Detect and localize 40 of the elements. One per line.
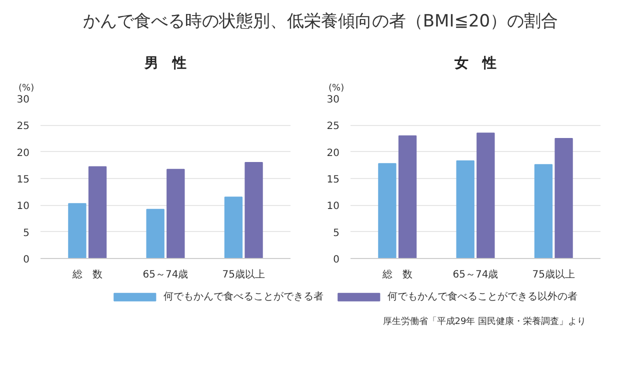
y-tick-label: 0 — [23, 254, 30, 266]
bar — [456, 160, 474, 258]
bar — [166, 168, 185, 258]
y-tick-label: 10 — [326, 201, 340, 212]
y-tick-label: 15 — [326, 174, 340, 186]
bar — [554, 138, 573, 258]
bar — [476, 132, 495, 258]
y-tick-label: 30 — [16, 94, 30, 106]
text: 厚生労働省「平成29年 国民健康・栄養調査」より — [382, 316, 586, 327]
x-tick-label: 65～74歳 — [452, 268, 498, 280]
y-tick-label: 25 — [16, 121, 30, 132]
y-tick-label: 25 — [326, 121, 340, 132]
bar — [146, 208, 164, 258]
x-tick-label: 総 数 — [71, 268, 102, 280]
y-tick-label: 20 — [326, 148, 340, 159]
y-tick-label: 20 — [16, 148, 30, 159]
y-axis-title: (%) — [18, 84, 34, 94]
bar — [88, 166, 107, 258]
y-tick-label: 10 — [16, 201, 30, 212]
bar — [378, 163, 396, 258]
y-tick-label: 0 — [333, 254, 340, 266]
y-tick-label: 30 — [326, 94, 340, 106]
y-axis-title: (%) — [328, 84, 344, 94]
x-tick-label: 65～74歳 — [142, 268, 188, 280]
chart-title: かんで食べる時の状態別、低栄養傾向の者（BMI≦20）の割合 — [82, 12, 558, 32]
chart-subtitle: 女 性 — [454, 56, 496, 72]
x-tick-label: 総 数 — [381, 268, 412, 280]
x-tick-label: 75歳以上 — [532, 268, 575, 280]
legend-label: 何でもかんで食べることができる以外の者 — [388, 290, 578, 303]
bar — [534, 164, 553, 258]
chart-subtitle: 男 性 — [144, 56, 186, 72]
legend-label: 何でもかんで食べることができる者 — [164, 290, 324, 303]
bar — [398, 135, 417, 258]
y-tick-label: 5 — [333, 228, 340, 239]
bar — [244, 162, 263, 258]
bar — [68, 203, 86, 258]
y-tick-label: 5 — [23, 228, 30, 239]
y-tick-label: 15 — [16, 174, 30, 186]
bar — [224, 196, 243, 258]
x-tick-label: 75歳以上 — [222, 268, 265, 280]
